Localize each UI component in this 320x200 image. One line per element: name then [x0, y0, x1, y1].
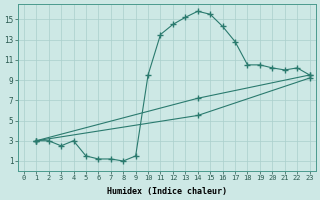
- X-axis label: Humidex (Indice chaleur): Humidex (Indice chaleur): [107, 187, 227, 196]
